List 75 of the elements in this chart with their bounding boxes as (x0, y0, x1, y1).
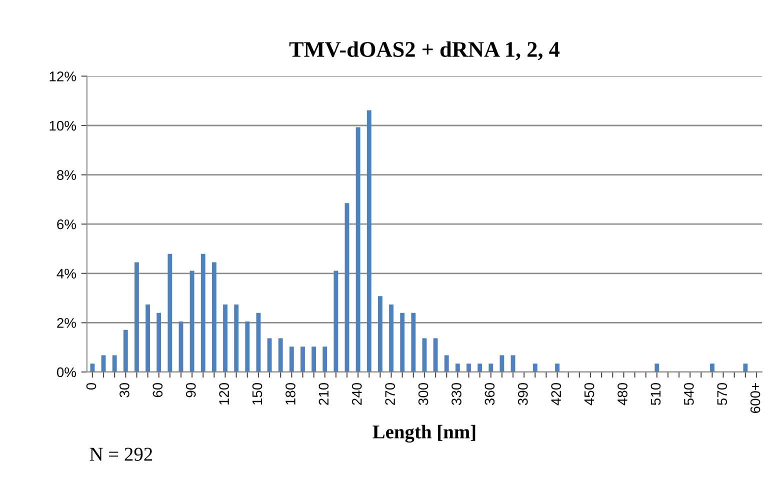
x-tick-label: 0 (86, 382, 96, 390)
x-tick-label: 420 (551, 382, 562, 406)
x-tick-label: 360 (484, 382, 495, 406)
bar (334, 270, 338, 372)
bar (466, 364, 471, 372)
bar (322, 346, 328, 372)
x-tick-label: 90 (186, 382, 196, 398)
bar (245, 321, 250, 372)
bar (378, 296, 382, 372)
bar (123, 330, 128, 372)
x-tick-label: 30 (120, 382, 130, 398)
x-tick-label: 510 (650, 382, 661, 406)
bar (168, 254, 172, 372)
bar (190, 270, 194, 372)
x-tick-label: 600+ (750, 383, 760, 413)
x-tick-label: 150 (252, 382, 262, 405)
bar (256, 312, 261, 372)
x-tick-label: 300 (418, 382, 428, 406)
x-tick-label: 270 (385, 382, 395, 405)
bar (289, 346, 294, 372)
bar (344, 203, 350, 372)
bar (555, 364, 560, 372)
bar (200, 254, 206, 372)
x-tick-label: 540 (684, 382, 694, 406)
bar (278, 338, 283, 372)
bar (411, 312, 416, 372)
bar (710, 364, 714, 372)
x-tick-label: 120 (219, 382, 229, 405)
bar (267, 338, 272, 372)
bar (178, 321, 184, 372)
x-tick-label: 60 (152, 382, 163, 398)
bar (234, 304, 239, 372)
bar (455, 364, 460, 372)
bar (532, 364, 538, 372)
bar (654, 364, 660, 372)
y-tick-label: 2% (57, 318, 76, 328)
bar (444, 355, 449, 372)
bar (223, 304, 228, 372)
bar (146, 304, 150, 372)
bar (156, 312, 162, 372)
bar (101, 355, 106, 372)
x-tick-label: 570 (717, 382, 728, 406)
bar (356, 127, 360, 372)
x-axis-title: Length [nm] (372, 424, 476, 443)
bar (90, 364, 95, 372)
x-tick-label: 450 (584, 382, 594, 406)
bar (743, 364, 748, 372)
bar (488, 364, 494, 372)
bar (300, 346, 305, 372)
bar (422, 338, 427, 372)
y-tick-label: 8% (57, 170, 76, 180)
bar (400, 312, 405, 372)
y-tick-label: 0% (56, 367, 76, 378)
y-tick-label: 6% (57, 219, 76, 230)
bar (366, 110, 372, 372)
text: N = 292 (90, 448, 152, 461)
bar (433, 338, 438, 372)
bar (112, 355, 117, 372)
y-tick-label: 10% (50, 120, 76, 131)
bar (500, 355, 504, 372)
x-tick-label: 210 (318, 382, 329, 405)
x-tick-label: 390 (518, 382, 528, 406)
y-tick-label: 4% (56, 268, 76, 279)
bar (478, 364, 482, 372)
bar (389, 304, 394, 372)
bar (312, 346, 316, 372)
x-tick-label: 240 (352, 382, 362, 405)
x-tick-label: 330 (452, 382, 462, 406)
bar (134, 262, 139, 372)
y-tick-label: 12% (50, 72, 76, 82)
x-tick-label: 180 (286, 382, 296, 405)
bar (212, 262, 216, 372)
bar (510, 355, 516, 372)
x-tick-label: 480 (618, 382, 628, 406)
chart-title: TMV-dOAS2 + dRNA 1, 2, 4 (289, 41, 560, 60)
